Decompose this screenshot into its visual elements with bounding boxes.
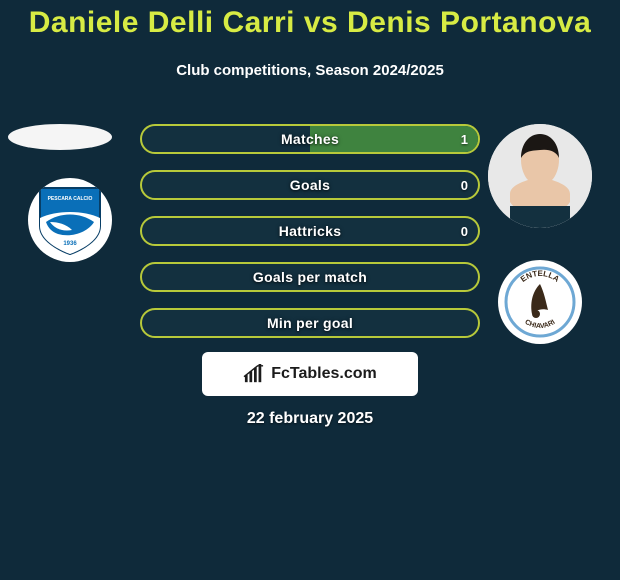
player-left-photo-placeholder bbox=[8, 124, 112, 150]
bar-value-left bbox=[152, 172, 186, 198]
bar-label: Goals per match bbox=[142, 264, 478, 290]
brand-text: FcTables.com bbox=[271, 365, 377, 383]
club-badge-left-svg: PESCARA CALCIO 1936 bbox=[32, 182, 108, 258]
bar-label: Hattricks bbox=[142, 218, 478, 244]
club-badge-right-svg: ENTELLA CHIAVARI bbox=[502, 264, 578, 340]
bar-row-matches: Matches1 bbox=[140, 124, 480, 154]
bar-value-left bbox=[152, 310, 186, 336]
page-subtitle: Club competitions, Season 2024/2025 bbox=[0, 62, 620, 79]
bar-value-right bbox=[434, 264, 468, 290]
bar-chart-icon bbox=[243, 364, 265, 384]
bar-label: Goals bbox=[142, 172, 478, 198]
bar-value-left bbox=[152, 264, 186, 290]
bar-value-right: 0 bbox=[434, 218, 468, 244]
bar-row-hattricks: Hattricks0 bbox=[140, 216, 480, 246]
bar-value-right bbox=[434, 310, 468, 336]
bar-value-left bbox=[152, 126, 186, 152]
bar-label: Min per goal bbox=[142, 310, 478, 336]
bar-row-goals: Goals0 bbox=[140, 170, 480, 200]
svg-text:PESCARA CALCIO: PESCARA CALCIO bbox=[48, 196, 93, 202]
comparison-infographic: Daniele Delli Carri vs Denis Portanova C… bbox=[0, 0, 620, 580]
bar-label: Matches bbox=[142, 126, 478, 152]
player-right-photo bbox=[488, 124, 592, 228]
brand-badge: FcTables.com bbox=[202, 352, 418, 396]
page-title: Daniele Delli Carri vs Denis Portanova bbox=[0, 6, 620, 40]
bar-row-goals-per-match: Goals per match bbox=[140, 262, 480, 292]
svg-text:1936: 1936 bbox=[63, 241, 77, 247]
club-badge-right: ENTELLA CHIAVARI bbox=[498, 260, 582, 344]
bar-value-right: 0 bbox=[434, 172, 468, 198]
footer-date: 22 february 2025 bbox=[0, 410, 620, 428]
bar-row-min-per-goal: Min per goal bbox=[140, 308, 480, 338]
comparison-bars: Matches1Goals0Hattricks0Goals per matchM… bbox=[140, 124, 480, 354]
bar-value-left bbox=[152, 218, 186, 244]
bar-value-right: 1 bbox=[434, 126, 468, 152]
player-right-photo-svg bbox=[488, 124, 592, 228]
club-badge-left: PESCARA CALCIO 1936 bbox=[28, 178, 112, 262]
